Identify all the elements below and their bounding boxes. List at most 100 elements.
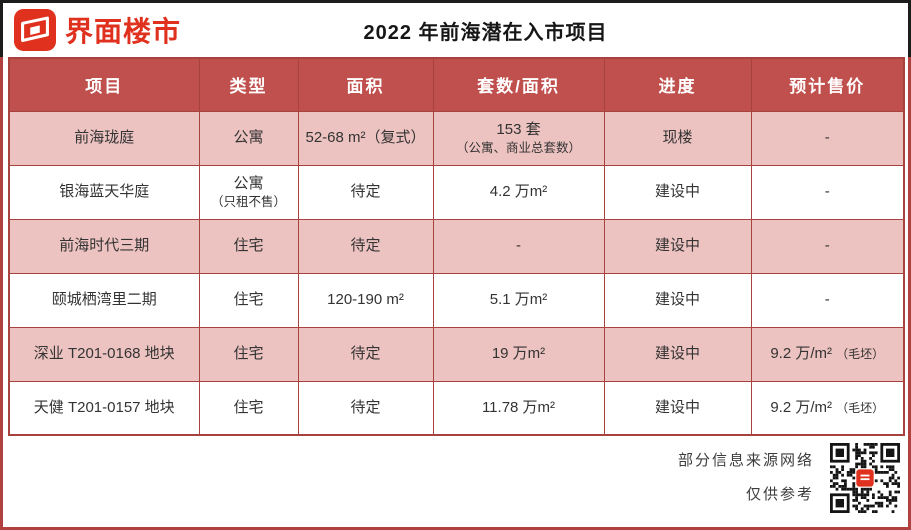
cell-text: 住宅 [233,236,264,254]
cell-text: 待定 [350,344,381,362]
cell-text: 120-190 m² [327,290,404,308]
jiemian-logo: 界面楼市 [14,9,181,51]
column-header: 进度 [603,57,752,112]
table-cell: 公寓 （只租不售） [198,164,299,220]
cell-sub-note: （只租不售） [210,195,286,209]
table-cell: - [750,164,905,220]
cell-text: 住宅 [233,344,264,362]
cell-text: 9.2 万/m² [770,398,832,416]
table-row: 前海珑庭 公寓 52-68 m²（复式） 153 套 （公寓、商业总套数） 现楼 - [8,110,905,166]
table-cell: 现楼 [603,110,752,166]
table-row: 深业 T201-0168 地块 住宅 待定 19 万m² 建设中 9.2 万/m² （毛坯… [8,326,905,382]
cell-text: 待定 [350,398,381,416]
column-header: 预计售价 [750,57,905,112]
cell-text: 建设中 [654,290,700,308]
cell-inline-note: （毛坯） [836,346,885,361]
cell-text: 待定 [350,182,381,200]
table-cell: 建设中 [603,218,752,274]
source-note: 部分信息来源网络 [677,451,814,469]
cell-text: 5.1 万m² [489,290,548,308]
table-cell: 天健 T201-0157 地块 [8,380,200,436]
cell-text: 公寓 [233,174,264,192]
cell-text: 住宅 [233,290,264,308]
table-row: 天健 T201-0157 地块 住宅 待定 11.78 万m² 建设中 9.2 万/m² … [8,380,905,436]
cell-text: 待定 [350,236,381,254]
table-cell: 9.2 万/m² （毛坯） [750,326,905,382]
cell-text: - [824,182,830,200]
cell-text: 建设中 [654,236,700,254]
cell-text: 4.2 万m² [489,182,548,200]
cell-text: - [516,236,521,254]
table-cell: - [750,218,905,274]
table-cell: 19 万m² [432,326,605,382]
cell-text: 银海蓝天华庭 [59,182,150,200]
table-cell: 深业 T201-0168 地块 [8,326,200,382]
header-band: 界面楼市 2022 年前海潜在入市项目 [3,3,908,57]
cell-text: 19 万m² [491,344,546,362]
cell-text: - [824,128,830,146]
cell-text: 建设中 [654,182,700,200]
top-edge [0,0,911,3]
table-cell: 153 套 （公寓、商业总套数） [432,110,605,166]
table-cell: - [432,218,605,274]
table-cell: 前海时代三期 [8,218,200,274]
cell-text: 天健 T201-0157 地块 [33,398,175,416]
cell-text: - [824,290,830,308]
table-cell: 待定 [297,164,434,220]
column-header: 面积 [297,57,434,112]
cell-inline-note: （毛坯） [836,400,885,415]
bottom-edge [0,527,911,530]
table-cell: 5.1 万m² [432,272,605,328]
table-cell: 银海蓝天华庭 [8,164,200,220]
column-header: 套数/面积 [432,57,605,112]
table-cell: - [750,110,905,166]
table-cell: 4.2 万m² [432,164,605,220]
table-row: 银海蓝天华庭 公寓 （只租不售） 待定 4.2 万m² 建设中 - [8,164,905,220]
qr-code [830,443,900,513]
table-cell: 住宅 [198,218,299,274]
table-cell: 待定 [297,326,434,382]
cell-text: 颐城栖湾里二期 [51,290,157,308]
table-cell: 建设中 [603,272,752,328]
cell-text: 前海时代三期 [59,236,150,254]
cell-text: 建设中 [654,398,700,416]
column-header: 项目 [8,57,200,112]
left-edge [0,0,3,530]
page-title: 2022 年前海潜在入市项目 [363,21,608,44]
cell-sub-note: （公寓、商业总套数） [455,141,581,155]
table-cell: 11.78 万m² [432,380,605,436]
table-cell: - [750,272,905,328]
right-edge [908,0,911,530]
table-cell: 52-68 m²（复式） [297,110,434,166]
table-cell: 住宅 [198,326,299,382]
table-cell: 住宅 [198,272,299,328]
table-cell: 建设中 [603,380,752,436]
cell-text: - [824,236,830,254]
table-header-row: 项目 类型 面积 套数/面积 进度 预计售价 [8,57,905,112]
table-cell: 公寓 [198,110,299,166]
table-cell: 建设中 [603,164,752,220]
cell-text: 住宅 [233,398,264,416]
cell-text: 深业 T201-0168 地块 [33,344,175,362]
brand-text: 界面楼市 [65,16,182,47]
cell-text: 153 套 [496,120,541,138]
table-cell: 住宅 [198,380,299,436]
table-cell: 120-190 m² [297,272,434,328]
table-body: 前海珑庭 公寓 52-68 m²（复式） 153 套（公寓、商业总套数） 现楼 - 银海蓝天… [8,110,905,436]
column-header: 类型 [198,57,299,112]
table-cell: 前海珑庭 [8,110,200,166]
cell-text: 前海珑庭 [74,128,135,146]
table-cell: 待定 [297,218,434,274]
table-row: 颐城栖湾里二期 住宅 120-190 m² 5.1 万m² 建设中 - [8,272,905,328]
table-row: 前海时代三期 住宅 待定 - 建设中 - [8,218,905,274]
footer-disclaimer: 部分信息来源网络 仅供参考 [678,444,814,513]
footer: 部分信息来源网络 仅供参考 [678,443,900,513]
table-cell: 建设中 [603,326,752,382]
table-cell: 待定 [297,380,434,436]
table-cell: 颐城栖湾里二期 [8,272,200,328]
cell-text: 9.2 万/m² [770,344,832,362]
reference-note: 仅供参考 [745,486,814,503]
cell-text: 11.78 万m² [481,398,556,416]
cell-text: 建设中 [654,344,700,362]
